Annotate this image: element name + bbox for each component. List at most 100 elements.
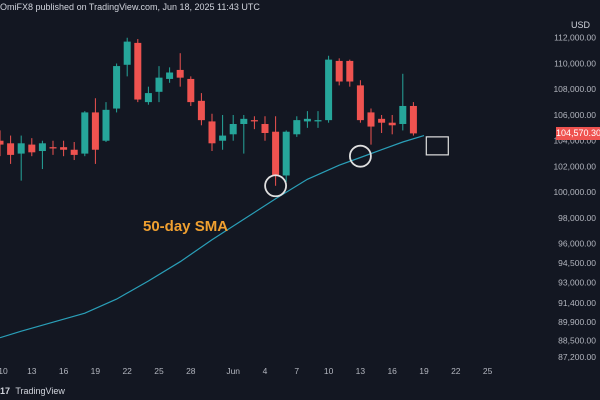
- x-tick-label: 25: [154, 366, 164, 376]
- brand-name: TradingView: [15, 386, 65, 396]
- candle: [335, 58, 343, 86]
- candle-body: [325, 59, 333, 121]
- candle: [166, 67, 174, 83]
- sma-touch-circle: [348, 144, 372, 168]
- x-tick-label: 10: [324, 366, 334, 376]
- candle-body: [335, 60, 343, 82]
- y-tick-label: 104,000.00: [553, 136, 596, 146]
- candle-body: [17, 143, 25, 154]
- candle-body: [123, 41, 131, 65]
- y-axis: 112,000.00 110,000.00 108,000.00 106,000.00…: [553, 33, 596, 362]
- y-tick-label: 96,000.00: [558, 239, 596, 249]
- y-tick-label: 93,000.00: [558, 277, 596, 287]
- candle: [388, 114, 396, 135]
- candle: [38, 140, 46, 170]
- candle: [49, 140, 57, 155]
- x-tick-label: 22: [122, 366, 132, 376]
- candle-body: [144, 93, 152, 103]
- candle-body: [208, 121, 216, 144]
- candle-body: [134, 42, 142, 100]
- candle: [144, 86, 152, 105]
- x-tick-label: 16: [387, 366, 397, 376]
- x-tick-label: 10: [0, 366, 8, 376]
- y-tick-label: 102,000.00: [553, 161, 596, 171]
- x-tick-label: 28: [186, 366, 196, 376]
- y-tick-label: 106,000.00: [553, 110, 596, 120]
- x-tick-label: 19: [419, 366, 429, 376]
- candle-body: [49, 147, 57, 149]
- candle-body: [282, 131, 290, 176]
- candle: [91, 98, 99, 164]
- candle-body: [155, 77, 163, 92]
- candle-body: [60, 147, 68, 150]
- candle-body: [166, 72, 174, 79]
- candle-body: [81, 112, 89, 154]
- candle: [7, 135, 15, 164]
- x-tick-label: 19: [91, 366, 101, 376]
- candle: [219, 114, 227, 150]
- candle: [113, 63, 121, 113]
- candle: [197, 93, 205, 126]
- candle-body: [187, 78, 195, 103]
- y-tick-label: 108,000.00: [553, 84, 596, 94]
- candle: [17, 135, 25, 181]
- candle-body: [28, 144, 36, 153]
- candle-body: [91, 112, 99, 150]
- candle: [378, 114, 386, 134]
- x-tick-label: 22: [451, 366, 461, 376]
- candle: [409, 102, 417, 136]
- x-tick-label: Jun: [226, 366, 240, 376]
- candle-body: [314, 120, 322, 122]
- x-tick-label: 4: [263, 366, 268, 376]
- x-tick-label: 13: [27, 366, 37, 376]
- x-tick-label: 13: [356, 366, 366, 376]
- candle: [123, 37, 131, 77]
- candle-body: [250, 120, 258, 122]
- y-tick-label: 110,000.00: [554, 58, 596, 68]
- author-name: OmiFX8: [0, 2, 34, 12]
- candle: [399, 73, 407, 131]
- tradingview-brand[interactable]: 17 TradingView: [0, 386, 65, 396]
- candle: [325, 55, 333, 123]
- candle: [60, 140, 68, 157]
- candle-body: [229, 123, 237, 135]
- candle: [346, 59, 354, 87]
- last-price-tag: 104,570.30: [556, 126, 600, 140]
- candle-body: [272, 131, 280, 176]
- candle: [208, 113, 216, 152]
- publish-header: OmiFX8 published on TradingView.com, Jun…: [0, 2, 260, 12]
- candle: [70, 142, 78, 161]
- candle-body: [102, 109, 110, 141]
- candle: [155, 66, 163, 103]
- candle: [28, 138, 36, 157]
- y-tick-label: 91,400.00: [558, 298, 596, 308]
- sma-annotation-label: 50-day SMA: [143, 218, 228, 235]
- last-candle-box: [425, 136, 449, 156]
- candle: [134, 39, 142, 103]
- x-tick-label: 16: [59, 366, 69, 376]
- candle-body: [409, 105, 417, 134]
- candle: [282, 130, 290, 182]
- candle: [187, 76, 195, 106]
- candle-body: [388, 122, 396, 126]
- candle-body: [113, 66, 121, 109]
- currency-label[interactable]: USD: [570, 20, 590, 30]
- y-tick-label: 87,200.00: [558, 352, 596, 362]
- candle: [81, 111, 89, 157]
- candle: [303, 111, 311, 128]
- candle: [176, 53, 184, 87]
- y-tick-label: 88,500.00: [558, 335, 596, 345]
- candle: [293, 116, 301, 137]
- candle: [240, 114, 248, 154]
- candle-body: [346, 60, 354, 82]
- y-tick-label: 89,900.00: [558, 317, 596, 327]
- y-tick-label: 112,000.00: [554, 33, 596, 43]
- candle-body: [176, 69, 184, 78]
- publish-info: published on TradingView.com, Jun 18, 20…: [35, 2, 260, 12]
- candle-body: [378, 118, 386, 123]
- candle-body: [399, 105, 407, 124]
- candle-body: [197, 100, 205, 121]
- candle-body: [303, 118, 311, 122]
- candle-body: [70, 149, 78, 155]
